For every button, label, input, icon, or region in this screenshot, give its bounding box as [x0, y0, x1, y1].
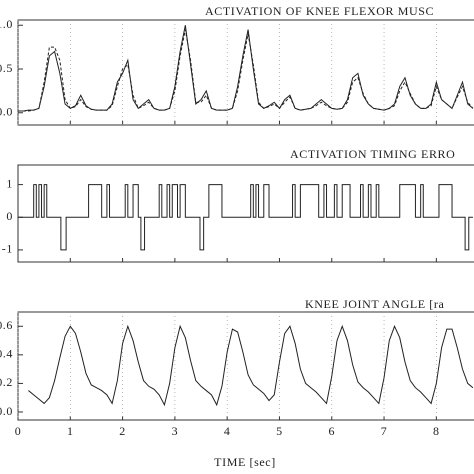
y-tick-label: -1	[2, 242, 13, 256]
panel-title: ACTIVATION TIMING ERRO	[290, 147, 455, 161]
x-tick-label: 1	[67, 424, 74, 438]
y-tick-label: 1	[6, 176, 13, 190]
x-tick-label: 7	[381, 424, 388, 438]
y-tick-label: 0	[6, 209, 13, 223]
series-line	[28, 324, 474, 407]
panel-title: KNEE JOINT ANGLE [ra	[305, 297, 444, 311]
axes-frame	[17, 164, 474, 263]
y-tick-label: 0.4	[0, 347, 13, 361]
x-tick-label: 6	[328, 424, 335, 438]
y-tick-label: 0.6	[0, 318, 13, 332]
x-tick-label: 0	[15, 424, 22, 438]
panel-title: ACTIVATION OF KNEE FLEXOR MUSC	[205, 4, 434, 18]
axes-frame	[17, 311, 474, 421]
x-tick-label: 2	[119, 424, 126, 438]
y-tick-label: 0.0	[0, 404, 13, 418]
y-tick-label: 0.2	[0, 375, 13, 389]
x-tick-label: 3	[172, 424, 179, 438]
x-tick-label: 5	[276, 424, 283, 438]
y-tick-label: 0.0	[0, 105, 13, 119]
x-tick-label: 8	[433, 424, 440, 438]
x-axis-label: TIME [sec]	[214, 455, 276, 469]
axes-frame	[17, 19, 474, 126]
series-line	[18, 184, 473, 251]
y-tick-label: 1.0	[0, 17, 13, 31]
y-tick-label: 0.5	[0, 61, 13, 75]
x-tick-label: 4	[224, 424, 231, 438]
series-line	[18, 29, 474, 112]
series-line	[18, 25, 474, 112]
